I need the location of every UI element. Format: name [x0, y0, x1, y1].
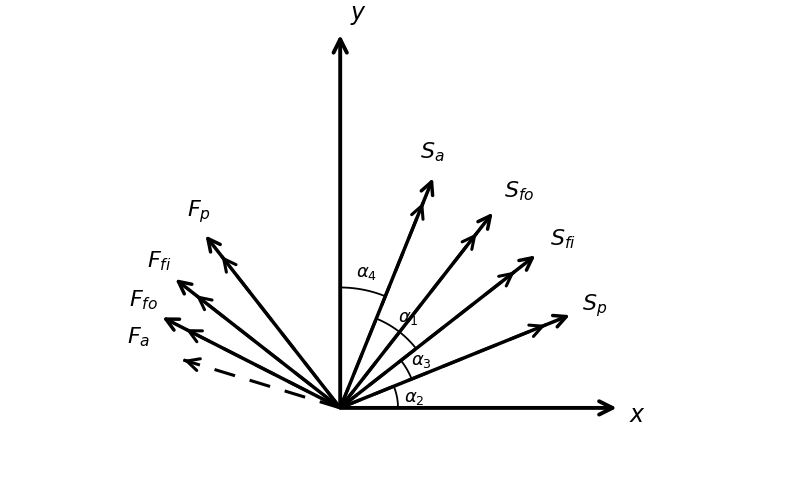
Text: $\mathbf{\mathit{S_{fi}}}$: $\mathbf{\mathit{S_{fi}}}$: [549, 228, 576, 251]
Text: $\mathbf{\mathit{y}}$: $\mathbf{\mathit{y}}$: [349, 4, 367, 27]
Text: $\mathbf{\mathit{\alpha_4}}$: $\mathbf{\mathit{\alpha_4}}$: [356, 264, 377, 282]
Text: $\mathbf{\mathit{\alpha_1}}$: $\mathbf{\mathit{\alpha_1}}$: [398, 309, 419, 326]
Text: $\mathbf{\mathit{F_a}}$: $\mathbf{\mathit{F_a}}$: [127, 325, 150, 349]
Text: $\mathbf{\mathit{\alpha_3}}$: $\mathbf{\mathit{\alpha_3}}$: [411, 352, 432, 370]
Text: $\mathbf{\mathit{\alpha_2}}$: $\mathbf{\mathit{\alpha_2}}$: [404, 388, 424, 407]
Text: $\mathbf{\mathit{F_{fi}}}$: $\mathbf{\mathit{F_{fi}}}$: [146, 249, 171, 273]
Text: $\mathbf{\mathit{S_{fo}}}$: $\mathbf{\mathit{S_{fo}}}$: [504, 180, 534, 203]
Text: $\mathbf{\mathit{F_{fo}}}$: $\mathbf{\mathit{F_{fo}}}$: [129, 289, 158, 312]
Text: $\mathbf{\mathit{x}}$: $\mathbf{\mathit{x}}$: [629, 404, 646, 427]
Text: $\mathbf{\mathit{S_p}}$: $\mathbf{\mathit{S_p}}$: [582, 292, 607, 319]
Text: $\mathbf{\mathit{S_a}}$: $\mathbf{\mathit{S_a}}$: [419, 140, 444, 164]
Text: $\mathbf{\mathit{F_p}}$: $\mathbf{\mathit{F_p}}$: [187, 198, 211, 225]
